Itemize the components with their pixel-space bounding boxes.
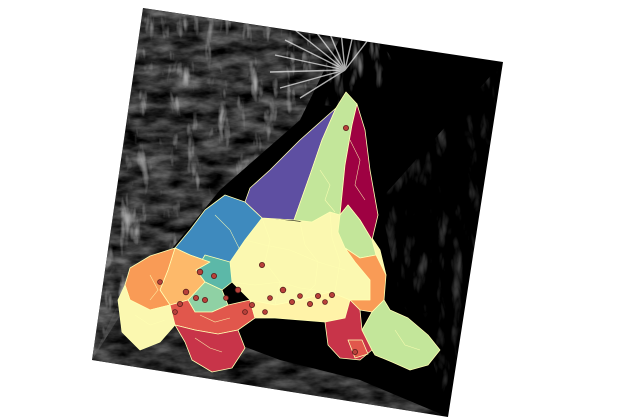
sample-point <box>176 300 183 307</box>
regions-layer <box>117 91 441 373</box>
sample-point <box>258 261 265 268</box>
sample-point <box>196 268 204 276</box>
sample-point <box>172 309 178 315</box>
sample-point <box>288 298 295 305</box>
sample-point <box>248 301 255 308</box>
hillshade-relief-west-lines <box>92 8 340 360</box>
sample-point <box>342 125 349 132</box>
hillshade-relief-east <box>380 62 503 417</box>
village-boundaries <box>134 139 421 353</box>
sample-point <box>157 279 163 285</box>
sample-point <box>314 292 321 299</box>
sample-point <box>267 295 273 301</box>
region-cream-southwest <box>117 284 176 351</box>
sample-point <box>306 300 313 307</box>
sample-point <box>297 293 303 299</box>
sample-point <box>192 294 199 301</box>
sample-point <box>234 286 242 294</box>
sample-point <box>279 286 287 294</box>
region-light-green-se <box>361 299 441 371</box>
sample-point <box>201 296 208 303</box>
sample-point <box>223 295 229 301</box>
sample-point <box>322 299 328 305</box>
sample-points <box>157 125 358 355</box>
sample-point <box>182 288 190 296</box>
sample-point <box>242 309 248 315</box>
sample-point <box>328 291 335 298</box>
region-crimson-sw <box>174 324 246 373</box>
region-orange-southeast <box>344 247 387 313</box>
sample-point <box>351 348 358 355</box>
sample-point <box>210 272 217 279</box>
sample-point <box>262 309 268 315</box>
